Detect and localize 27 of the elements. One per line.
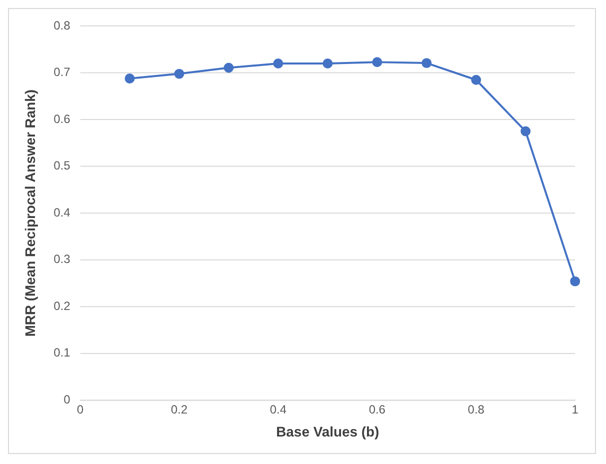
y-tick-label: 0 [64, 392, 71, 406]
y-tick-label: 0.2 [54, 298, 71, 313]
y-tick-label: 0.7 [54, 65, 71, 80]
point [471, 74, 482, 85]
point [224, 62, 234, 73]
x-tick-label: 0.4 [270, 402, 287, 416]
x-tick-label: 0.8 [468, 402, 485, 416]
y-tick-label: 0.4 [54, 205, 71, 220]
y-tick-label: 0.5 [54, 158, 71, 173]
x-tick-label: 0.6 [368, 402, 386, 416]
y-axis-title: MRR (Mean Reciprocal Answer Rank) [22, 89, 38, 337]
point [124, 73, 135, 84]
x-tick-label: 1 [572, 402, 579, 416]
x-tick-label: 0.2 [170, 402, 188, 416]
point [570, 276, 580, 286]
point [273, 58, 284, 68]
point [422, 58, 432, 68]
y-tick-label: 0.3 [54, 252, 71, 266]
point [520, 126, 531, 136]
x-tick-label: 0 [76, 402, 84, 416]
point [372, 57, 382, 68]
x-axis-title: Base Values (b) [276, 424, 380, 440]
y-tick-label: 0.1 [54, 346, 71, 360]
point [322, 58, 333, 68]
y-tick-label: 0.8 [54, 18, 71, 32]
y-tick-label: 0.6 [54, 112, 71, 126]
point [174, 68, 184, 79]
